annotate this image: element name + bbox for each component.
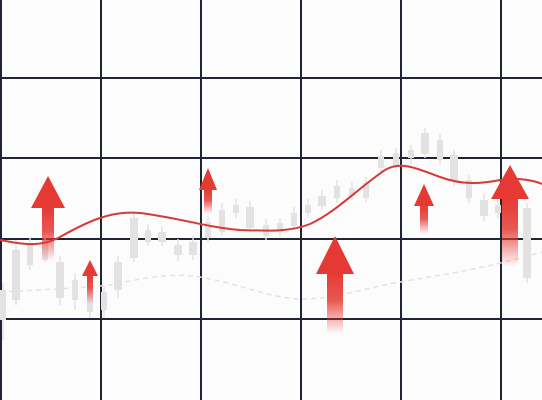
candlestick — [101, 286, 107, 318]
candlestick — [12, 240, 20, 305]
candlestick — [263, 219, 269, 240]
candlestick — [480, 194, 488, 221]
candlestick — [334, 180, 340, 203]
candlestick — [421, 128, 429, 158]
trend-line — [0, 164, 542, 246]
candlestick — [363, 177, 369, 202]
candlestick — [205, 215, 211, 242]
candlestick — [189, 236, 197, 260]
candlestick — [246, 201, 254, 232]
candlestick — [291, 207, 297, 230]
up-arrow-icon — [199, 168, 217, 214]
candlestick — [378, 150, 384, 172]
up-arrow-icon — [31, 176, 65, 261]
candlestick — [219, 203, 225, 236]
candlestick — [349, 182, 355, 200]
up-arrow-icon — [82, 260, 98, 304]
candlestick — [495, 199, 501, 218]
candlestick — [305, 199, 311, 218]
candlestick — [466, 175, 472, 203]
candlestick — [233, 199, 239, 218]
up-arrow-icon — [491, 165, 529, 267]
candlestick — [130, 212, 138, 262]
candlestick — [174, 239, 182, 261]
up-arrow-icon — [316, 236, 354, 334]
candlestick — [27, 237, 33, 270]
candlestick — [437, 134, 443, 164]
up-arrow-icon — [414, 184, 434, 234]
candlestick — [72, 273, 78, 310]
candlestick — [145, 224, 151, 246]
candlestick — [318, 190, 326, 210]
candlestick — [56, 256, 64, 305]
candlestick — [158, 226, 166, 246]
up-arrows — [31, 165, 529, 334]
dashed-average-line — [0, 251, 542, 300]
candlestick — [114, 256, 122, 298]
candlestick-series — [0, 128, 531, 340]
candlestick — [523, 203, 531, 283]
candlestick — [408, 145, 414, 164]
candlestick — [277, 218, 283, 236]
